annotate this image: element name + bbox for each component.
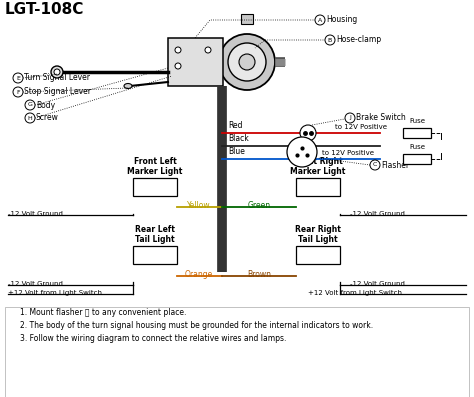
Circle shape — [325, 35, 335, 45]
Bar — [296, 246, 340, 264]
Text: A: A — [318, 17, 322, 23]
Bar — [133, 246, 177, 264]
Text: LGT-108C: LGT-108C — [5, 2, 84, 17]
Bar — [241, 14, 253, 24]
Circle shape — [13, 87, 23, 97]
Text: H: H — [27, 116, 32, 121]
Text: to 12V Positive: to 12V Positive — [322, 150, 374, 156]
Text: -12 Volt Ground: -12 Volt Ground — [8, 211, 63, 217]
Text: Turn Signal Lever: Turn Signal Lever — [24, 73, 90, 83]
Text: Housing: Housing — [326, 15, 357, 25]
Text: Front Right
Marker Light: Front Right Marker Light — [290, 156, 346, 176]
Circle shape — [175, 47, 181, 53]
Text: B: B — [328, 37, 332, 42]
Text: Screw: Screw — [36, 114, 59, 123]
Text: Red: Red — [228, 121, 243, 130]
Circle shape — [345, 113, 355, 123]
Bar — [296, 178, 340, 196]
Circle shape — [175, 63, 181, 69]
Text: +12 Volt from Light Switch: +12 Volt from Light Switch — [308, 290, 402, 296]
Text: 2. The body of the turn signal housing must be grounded for the internal indicat: 2. The body of the turn signal housing m… — [20, 321, 373, 330]
Bar — [168, 38, 223, 86]
Text: C: C — [373, 162, 377, 168]
Text: +12 Volt from Light Switch: +12 Volt from Light Switch — [8, 290, 102, 296]
Text: -12 Volt Ground: -12 Volt Ground — [350, 211, 405, 217]
Circle shape — [315, 15, 325, 25]
Text: Brown: Brown — [247, 270, 271, 279]
Text: Body: Body — [36, 100, 55, 110]
Text: Flasher: Flasher — [381, 160, 409, 170]
Circle shape — [13, 73, 23, 83]
Text: J: J — [349, 116, 351, 121]
Text: E: E — [16, 75, 20, 81]
Circle shape — [54, 69, 60, 75]
Text: Orange: Orange — [185, 270, 213, 279]
Text: Fuse: Fuse — [409, 118, 425, 124]
Text: Brake Switch: Brake Switch — [356, 114, 406, 123]
Text: -12 Volt Ground: -12 Volt Ground — [8, 281, 63, 287]
Text: Stop Signal Lever: Stop Signal Lever — [24, 87, 91, 96]
Circle shape — [219, 34, 275, 90]
Circle shape — [370, 160, 380, 170]
Text: Green: Green — [247, 201, 271, 210]
Circle shape — [25, 100, 35, 110]
Bar — [403, 154, 431, 164]
Text: Black: Black — [228, 134, 249, 143]
Text: F: F — [16, 89, 20, 94]
Bar — [133, 178, 177, 196]
Circle shape — [287, 137, 317, 167]
Text: -12 Volt Ground: -12 Volt Ground — [350, 281, 405, 287]
Text: Yellow: Yellow — [187, 201, 211, 210]
Text: Front Left
Marker Light: Front Left Marker Light — [128, 156, 182, 176]
Text: 3. Follow the wiring diagram to connect the relative wires and lamps.: 3. Follow the wiring diagram to connect … — [20, 334, 286, 343]
Circle shape — [205, 47, 211, 53]
Circle shape — [300, 125, 316, 141]
Text: Rear Left
Tail Light: Rear Left Tail Light — [135, 225, 175, 244]
Text: 1. Mount flasher Ⓒ to any convenient place.: 1. Mount flasher Ⓒ to any convenient pla… — [20, 308, 186, 317]
Text: Hose-clamp: Hose-clamp — [336, 35, 381, 44]
Circle shape — [239, 54, 255, 70]
Circle shape — [25, 113, 35, 123]
Ellipse shape — [124, 83, 132, 89]
Bar — [5, 307, 469, 397]
Circle shape — [51, 66, 63, 78]
Bar — [403, 128, 431, 138]
Text: Blue: Blue — [228, 147, 245, 156]
Text: Fuse: Fuse — [409, 144, 425, 150]
Text: Rear Right
Tail Light: Rear Right Tail Light — [295, 225, 341, 244]
Text: to 12V Positive: to 12V Positive — [335, 124, 387, 130]
Circle shape — [228, 43, 266, 81]
Text: G: G — [27, 102, 32, 108]
